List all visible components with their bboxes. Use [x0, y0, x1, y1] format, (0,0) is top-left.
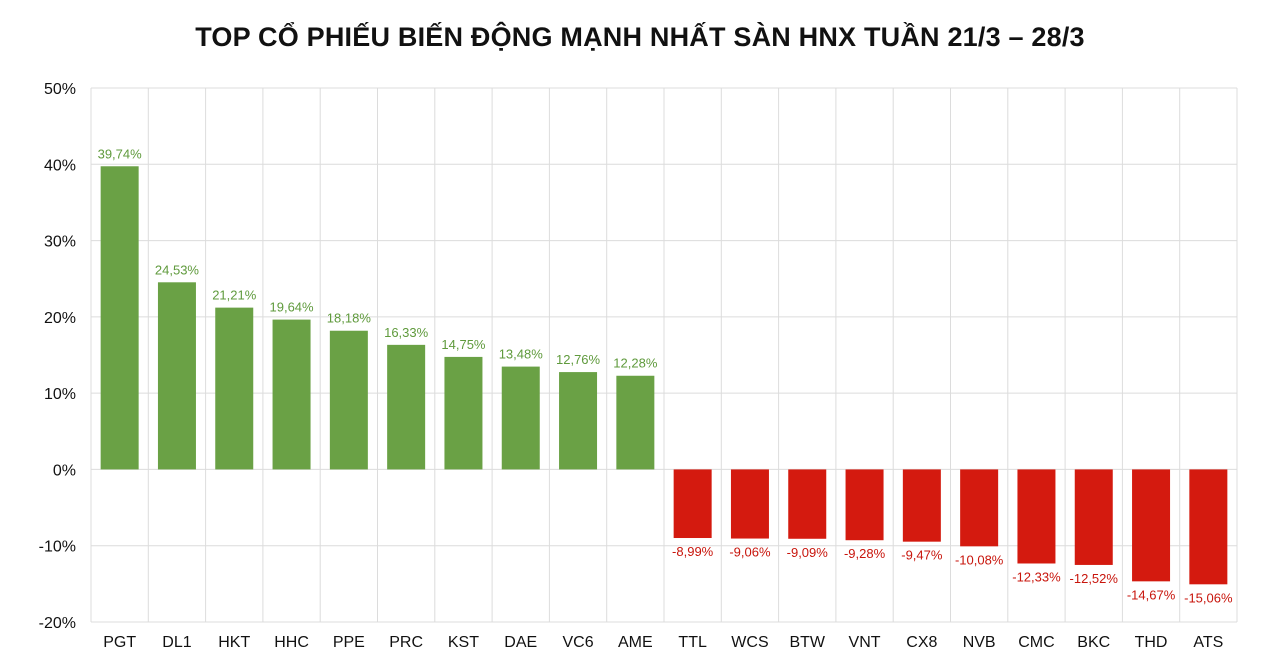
bar-bkc	[1074, 469, 1113, 565]
x-tick-label: DL1	[162, 634, 191, 651]
data-label: -8,99%	[672, 544, 714, 559]
gridlines	[90, 87, 1238, 623]
bar-hkt	[215, 307, 254, 470]
bar-thd	[1132, 469, 1171, 582]
y-tick-label: 10%	[44, 386, 76, 403]
data-label: -9,28%	[844, 546, 886, 561]
x-tick-label: AME	[618, 634, 653, 651]
data-label: 12,76%	[556, 352, 601, 367]
y-tick-label: 20%	[44, 310, 76, 327]
x-tick-label: HHC	[274, 634, 309, 651]
data-labels: 39,74% 24,53% 21,21% 19,64% 18,18% 16,33% 14,7…	[98, 146, 1233, 605]
data-label: 12,28%	[613, 356, 658, 371]
x-tick-label: BKC	[1077, 634, 1110, 651]
y-tick-label: 50%	[44, 81, 76, 98]
data-label: -9,06%	[729, 545, 771, 560]
x-tick-label: PPE	[333, 634, 365, 651]
x-tick-label: VNT	[849, 634, 881, 651]
x-tick-label: THD	[1135, 634, 1168, 651]
bar-ame	[616, 375, 655, 470]
bar-ppe	[329, 330, 368, 470]
x-tick-label: PGT	[103, 634, 136, 651]
y-axis: 50% 40% 30% 20% 10% 0% -10% -20%	[39, 81, 76, 632]
data-label: 21,21%	[212, 288, 257, 303]
data-label: 24,53%	[155, 262, 200, 277]
x-tick-label: TTL	[678, 634, 707, 651]
data-label: -14,67%	[1127, 587, 1176, 602]
x-tick-label: NVB	[963, 634, 996, 651]
data-label: -12,52%	[1070, 571, 1119, 586]
bar-ttl	[673, 469, 712, 539]
y-tick-label: 30%	[44, 234, 76, 251]
x-tick-label: DAE	[504, 634, 537, 651]
bar-dl1	[157, 282, 196, 470]
x-axis: PGT DL1 HKT HHC PPE PRC KST DAE VC6 AME TTL WCS BTW V…	[103, 634, 1223, 651]
bar-dae	[501, 366, 540, 470]
y-tick-label: 0%	[53, 462, 76, 479]
data-label: 16,33%	[384, 325, 429, 340]
data-label: -9,47%	[901, 548, 943, 563]
x-tick-label: WCS	[731, 634, 768, 651]
bar-vc6	[559, 372, 598, 470]
y-tick-label: 40%	[44, 157, 76, 174]
bar-pgt	[100, 166, 139, 470]
bars	[100, 166, 1228, 585]
data-label: -12,33%	[1012, 569, 1061, 584]
data-label: -9,09%	[787, 545, 829, 560]
x-tick-label: CX8	[906, 634, 937, 651]
y-tick-label: -20%	[39, 615, 76, 632]
bar-cx8	[902, 469, 941, 542]
x-tick-label: BTW	[789, 634, 825, 651]
x-tick-label: ATS	[1193, 634, 1223, 651]
bar-btw	[788, 469, 827, 539]
bar-ats	[1189, 469, 1228, 585]
x-tick-label: VC6	[562, 634, 593, 651]
x-tick-label: KST	[448, 634, 479, 651]
data-label: 14,75%	[441, 337, 486, 352]
data-label: -10,08%	[955, 552, 1004, 567]
bar-prc	[387, 344, 426, 470]
x-tick-label: PRC	[389, 634, 423, 651]
bar-kst	[444, 356, 483, 470]
data-label: 19,64%	[270, 300, 315, 315]
bar-cmc	[1017, 469, 1056, 564]
data-label: 13,48%	[499, 347, 544, 362]
data-label: -15,06%	[1184, 590, 1233, 605]
y-tick-label: -10%	[39, 539, 76, 556]
x-tick-label: CMC	[1018, 634, 1054, 651]
data-label: 39,74%	[98, 146, 143, 161]
bar-wcs	[730, 469, 769, 539]
data-label: 18,18%	[327, 311, 372, 326]
bar-nvb	[960, 469, 999, 547]
chart-title: TOP CỔ PHIẾU BIẾN ĐỘNG MẠNH NHẤT SÀN HNX…	[195, 22, 1085, 52]
bar-hhc	[272, 319, 311, 470]
x-tick-label: HKT	[218, 634, 250, 651]
bar-vnt	[845, 469, 884, 541]
